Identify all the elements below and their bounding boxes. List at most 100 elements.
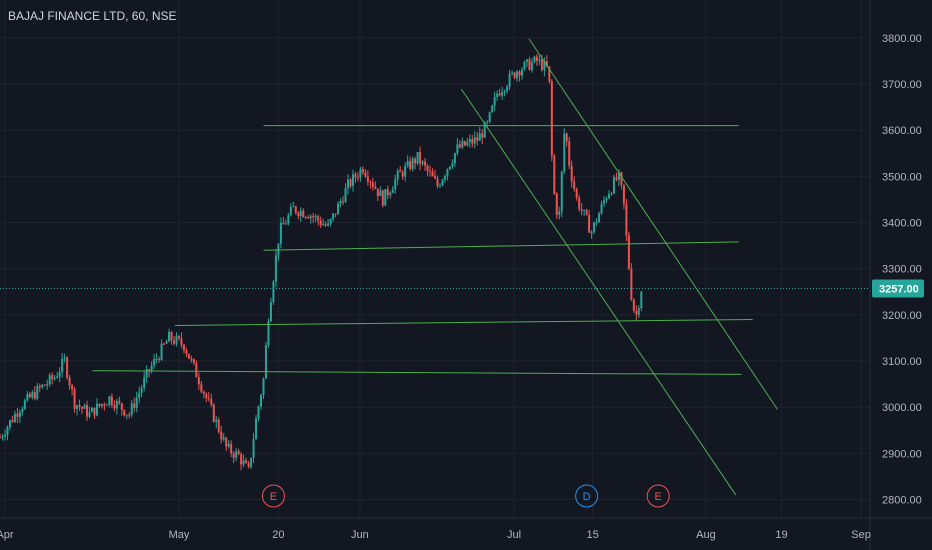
candle-body bbox=[46, 384, 49, 386]
candle-body bbox=[279, 222, 282, 244]
candle-body bbox=[483, 122, 486, 138]
candle-body bbox=[16, 413, 19, 417]
candle-body bbox=[312, 216, 315, 218]
candle-body bbox=[215, 419, 218, 422]
candle-body bbox=[441, 179, 444, 186]
candle-body bbox=[267, 321, 270, 346]
candle-body bbox=[342, 201, 345, 203]
candle-body bbox=[232, 453, 235, 458]
trendline-channel-lower bbox=[460, 88, 737, 496]
candle-body bbox=[304, 217, 307, 219]
candle-body bbox=[588, 214, 591, 233]
candle-body bbox=[630, 268, 633, 300]
candle-body bbox=[292, 206, 295, 208]
candle-body bbox=[416, 152, 419, 164]
candle-body bbox=[389, 192, 392, 196]
y-tick-label: 3000.00 bbox=[882, 402, 922, 414]
candle-body bbox=[540, 59, 543, 70]
candle-body bbox=[63, 357, 66, 360]
candle-body bbox=[277, 243, 280, 256]
candle-body bbox=[608, 194, 610, 199]
candle-body bbox=[538, 59, 541, 61]
candle-body bbox=[1, 436, 4, 438]
candle-body bbox=[471, 139, 474, 144]
candle-body bbox=[78, 405, 81, 407]
candle-body bbox=[615, 177, 618, 180]
candle-body bbox=[250, 457, 253, 467]
candle-body bbox=[458, 144, 461, 148]
candle-body bbox=[128, 414, 131, 416]
candle-body bbox=[322, 224, 325, 226]
candle-body bbox=[135, 397, 138, 409]
candle-body bbox=[516, 71, 519, 78]
candle-body bbox=[617, 172, 620, 180]
candle-body bbox=[486, 121, 489, 123]
candle-body bbox=[33, 392, 36, 399]
candle-body bbox=[41, 384, 44, 388]
candle-body bbox=[548, 66, 551, 82]
candle-body bbox=[297, 212, 300, 216]
candle-body bbox=[632, 299, 635, 312]
candle-body bbox=[369, 181, 372, 183]
candle-body bbox=[43, 384, 46, 386]
candle-body bbox=[476, 137, 479, 141]
candle-body bbox=[88, 412, 91, 417]
candle-body bbox=[354, 174, 357, 178]
candle-body bbox=[182, 344, 185, 351]
dividend-marker bbox=[575, 484, 599, 508]
candle-body bbox=[411, 158, 414, 170]
candle-body bbox=[625, 203, 628, 236]
y-tick-label: 3800.00 bbox=[882, 33, 922, 45]
x-tick-label: May bbox=[169, 529, 190, 541]
y-tick-label: 3200.00 bbox=[882, 310, 922, 322]
earnings-marker bbox=[261, 484, 285, 508]
current-price-label: 3257.00 bbox=[879, 284, 919, 296]
candle-body bbox=[506, 86, 509, 92]
candle-body bbox=[31, 392, 34, 398]
candle-body bbox=[274, 255, 277, 282]
candle-body bbox=[585, 210, 588, 215]
candle-body bbox=[600, 203, 603, 214]
candle-body bbox=[163, 343, 166, 345]
candle-body bbox=[220, 431, 223, 440]
candle-body bbox=[120, 403, 123, 410]
x-tick-label: Jun bbox=[351, 529, 369, 541]
candle-body bbox=[71, 385, 74, 390]
candle-body bbox=[361, 169, 364, 173]
candle-body bbox=[324, 224, 327, 226]
candle-body bbox=[48, 375, 51, 385]
x-tick-label: 19 bbox=[775, 529, 787, 541]
candle-body bbox=[175, 336, 178, 344]
candle-body bbox=[61, 359, 64, 373]
candle-body bbox=[282, 222, 285, 225]
candle-body bbox=[314, 216, 317, 218]
candle-body bbox=[150, 365, 153, 372]
candle-body bbox=[205, 393, 208, 399]
candle-body bbox=[573, 181, 576, 190]
candle-body bbox=[173, 340, 175, 344]
candle-body bbox=[66, 357, 69, 378]
candle-body bbox=[98, 403, 101, 407]
candle-body bbox=[160, 343, 163, 360]
candle-body bbox=[424, 161, 427, 166]
candle-body bbox=[337, 203, 340, 215]
candle-body bbox=[498, 93, 501, 96]
candle-body bbox=[68, 377, 71, 386]
candle-body bbox=[414, 158, 417, 164]
dividend-marker-label: D bbox=[583, 491, 591, 503]
candle-body bbox=[366, 176, 369, 182]
candle-body bbox=[8, 420, 11, 428]
candle-body bbox=[575, 189, 578, 198]
candle-body bbox=[637, 308, 640, 315]
candle-body bbox=[53, 377, 56, 380]
candle-body bbox=[605, 198, 608, 201]
candle-body bbox=[235, 451, 238, 458]
candle-body bbox=[503, 91, 506, 93]
candle-body bbox=[508, 73, 511, 87]
candle-body bbox=[329, 218, 332, 224]
x-tick-label: Sep bbox=[851, 529, 871, 541]
candle-body bbox=[511, 72, 514, 74]
candle-body bbox=[627, 235, 630, 269]
candle-body bbox=[197, 377, 200, 385]
